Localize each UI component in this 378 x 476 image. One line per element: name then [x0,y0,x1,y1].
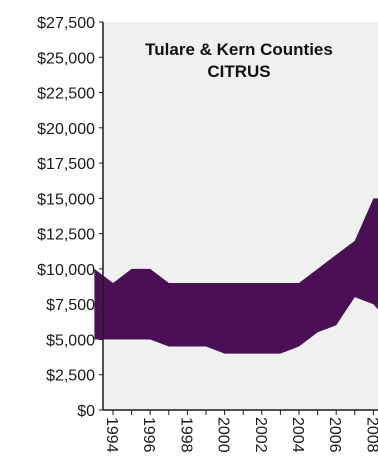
x-tick-label: 2000 [215,417,232,453]
x-axis-ticks: 1994199619982000200220042006200820102012… [103,410,378,453]
x-tick-label: 1998 [177,417,194,453]
x-tick-label: 1994 [103,417,120,453]
y-tick-label: $25,000 [37,50,95,67]
y-axis-ticks: $0 $2,500 $5,000 $7,500 $10,000 $12,500 $15,00… [37,15,103,420]
y-tick-label: $20,000 [37,121,95,138]
y-tick-label: $27,500 [37,15,95,32]
x-tick-label: 2008 [363,417,378,453]
range-area [94,198,378,354]
chart-subtitle: CITRUS [207,62,270,81]
x-tick-label: 2002 [252,417,269,453]
y-tick-label: $15,000 [37,191,95,208]
x-tick-label: 2004 [289,417,306,453]
y-tick-label: $5,000 [46,332,95,349]
y-tick-label: $10,000 [37,262,95,279]
chart-title: Tulare & Kern Counties [145,40,333,59]
x-tick-label: 1996 [140,417,157,453]
y-tick-label: $17,500 [37,156,95,173]
x-tick-label: 2006 [326,417,343,453]
y-tick-label: $22,500 [37,86,95,103]
y-tick-label: $7,500 [46,297,95,314]
y-tick-label: $12,500 [37,227,95,244]
y-tick-label: $0 [77,403,95,420]
y-tick-label: $2,500 [46,368,95,385]
